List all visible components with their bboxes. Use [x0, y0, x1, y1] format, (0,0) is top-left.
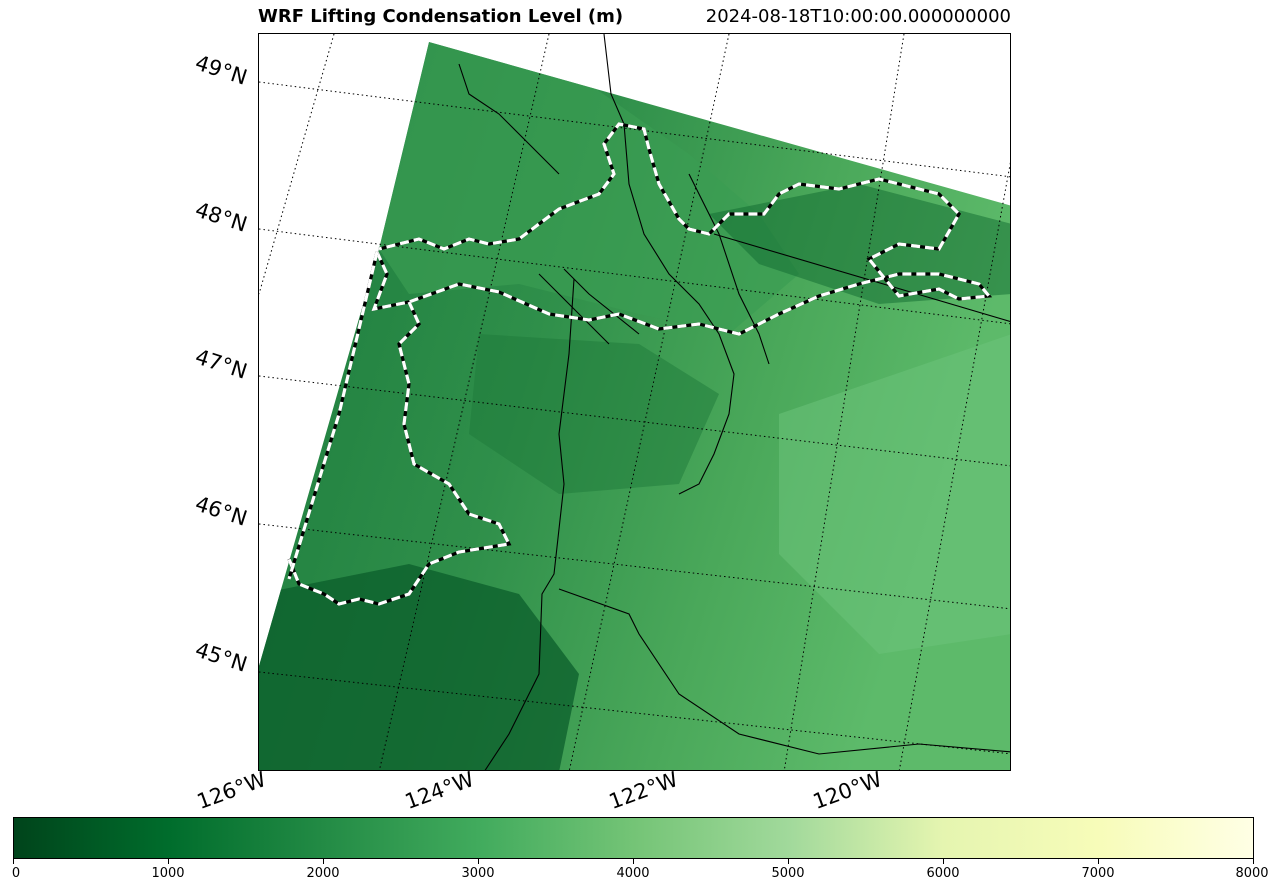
lat-label-49: 49°N [192, 50, 251, 90]
colorbar-label-8000: 8000 [1235, 866, 1269, 881]
colorbar-label-0: 0 [11, 866, 21, 881]
lat-label-46: 46°N [192, 491, 251, 531]
lon-gridlines [259, 34, 1010, 770]
colorbar-tick [168, 859, 169, 864]
colorbar-tick [323, 859, 324, 864]
map-frame [258, 33, 1011, 771]
lon-label-122w: 122°W [605, 767, 682, 814]
colorbar-tick [13, 859, 14, 864]
colorbar-tick [788, 859, 789, 864]
colorbar-tick [633, 859, 634, 864]
lat-gridlines [259, 81, 1010, 755]
map-title: WRF Lifting Condensation Level (m) [258, 6, 624, 27]
colorbar-tick [1253, 859, 1254, 864]
colorbar [13, 817, 1254, 859]
colorbar-label-5000: 5000 [771, 866, 805, 881]
colorbar-label-2000: 2000 [306, 866, 340, 881]
map-timestamp: 2024-08-18T10:00:00.000000000 [705, 6, 1011, 27]
colorbar-tick [943, 859, 944, 864]
model-domain [259, 42, 1010, 770]
lat-label-45: 45°N [192, 637, 251, 677]
colorbar-tick [478, 859, 479, 864]
lon-label-126w: 126°W [193, 767, 270, 814]
contour-dashed [287, 122, 993, 606]
colorbar-tick [1098, 859, 1099, 864]
colorbar-label-1000: 1000 [151, 866, 185, 881]
lon-label-120w: 120°W [809, 767, 886, 814]
lat-label-48: 48°N [192, 197, 251, 237]
colorbar-label-3000: 3000 [461, 866, 495, 881]
colorbar-label-7000: 7000 [1081, 866, 1115, 881]
colorbar-label-4000: 4000 [616, 866, 650, 881]
map-canvas [259, 34, 1010, 770]
lon-label-124w: 124°W [401, 767, 478, 814]
colorbar-label-6000: 6000 [926, 866, 960, 881]
lat-label-47: 47°N [192, 344, 251, 384]
